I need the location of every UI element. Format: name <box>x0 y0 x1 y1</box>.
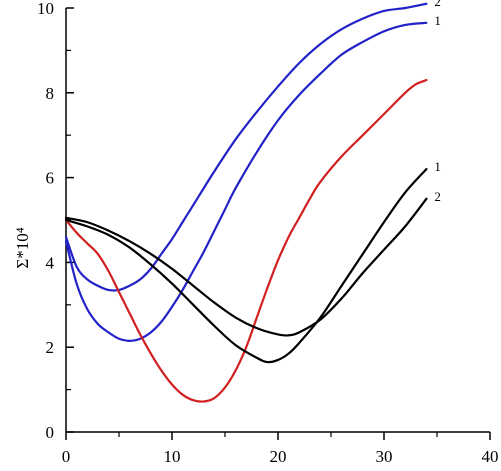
y-tick-label: 2 <box>46 338 55 357</box>
y-tick-label: 10 <box>37 0 54 18</box>
x-tick-label: 40 <box>482 447 499 466</box>
series-line-2 <box>64 78 428 403</box>
x-tick-label: 10 <box>164 447 181 466</box>
y-tick-label: 4 <box>46 253 55 272</box>
series-label-1: 1 <box>434 13 441 28</box>
x-tick-label: 20 <box>270 447 287 466</box>
series-label-3: 1 <box>434 159 441 174</box>
y-tick-label: 0 <box>46 423 55 442</box>
series-label-4: 2 <box>434 189 441 204</box>
series-line-1 <box>64 21 428 342</box>
series-line-4 <box>64 197 428 337</box>
x-tick-label: 30 <box>376 447 393 466</box>
series-line-3 <box>64 168 428 364</box>
y-tick-label: 6 <box>46 169 55 188</box>
series-label-0: 2 <box>434 0 441 9</box>
x-tick-label: 0 <box>62 447 71 466</box>
y-axis-label: Σ*10⁴ <box>13 227 32 268</box>
y-tick-label: 8 <box>46 84 55 103</box>
series-line-0 <box>64 2 428 292</box>
